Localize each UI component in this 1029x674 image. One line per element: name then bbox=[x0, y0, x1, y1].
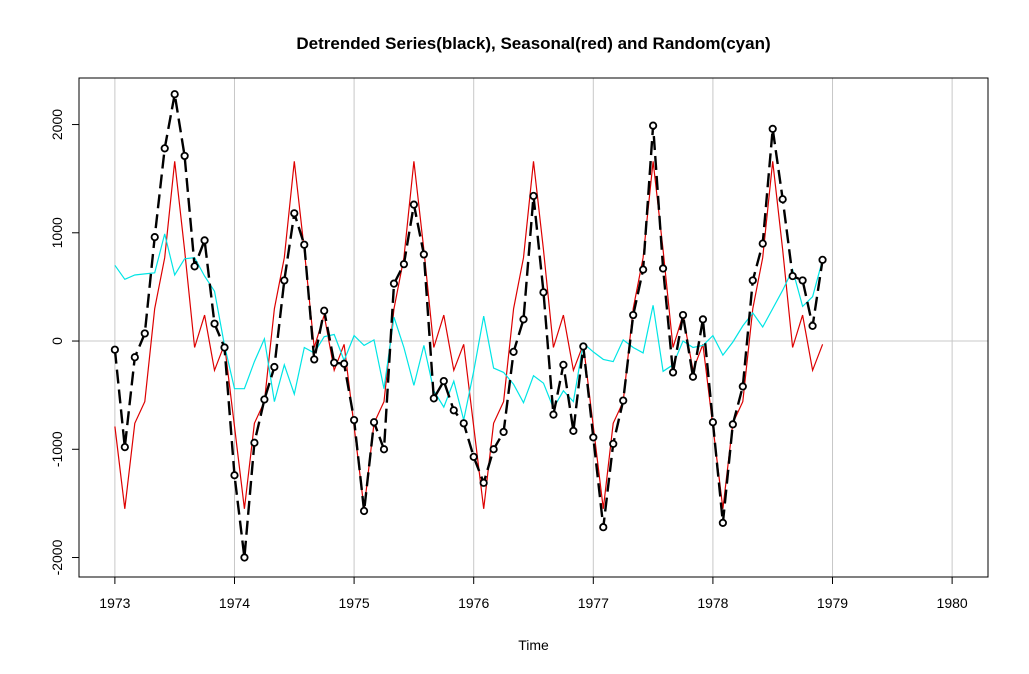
x-tick-label: 1976 bbox=[458, 595, 489, 611]
detrended-point bbox=[808, 321, 817, 330]
detrended-point bbox=[718, 518, 727, 527]
y-tick-label: 2000 bbox=[49, 109, 65, 140]
chart-title: Detrended Series(black), Seasonal(red) a… bbox=[296, 34, 770, 53]
detrended-point bbox=[389, 279, 399, 288]
detrended-point bbox=[798, 276, 807, 285]
detrended-point bbox=[818, 255, 827, 264]
detrended-point bbox=[539, 288, 548, 297]
grid-lines bbox=[79, 78, 988, 577]
detrended-point bbox=[519, 315, 528, 324]
detrended-point bbox=[429, 394, 438, 403]
detrended-point bbox=[668, 368, 678, 377]
detrended-point bbox=[678, 310, 688, 320]
detrended-point bbox=[479, 478, 488, 487]
detrended-point bbox=[320, 306, 329, 315]
detrended-point bbox=[728, 420, 737, 429]
y-tick-label: 0 bbox=[49, 337, 65, 345]
detrended-point bbox=[459, 419, 468, 428]
detrended-point bbox=[778, 195, 787, 204]
detrended-point bbox=[748, 276, 757, 285]
detrended-point bbox=[290, 209, 299, 218]
detrended-point bbox=[708, 418, 718, 427]
detrended-point bbox=[589, 433, 598, 442]
detrended-point bbox=[230, 471, 239, 480]
y-tick-label: -2000 bbox=[49, 539, 65, 575]
detrended-point bbox=[300, 240, 309, 249]
detrended-point bbox=[649, 121, 658, 130]
x-tick-label: 1975 bbox=[339, 595, 370, 611]
detrended-point bbox=[469, 452, 478, 461]
detrended-point bbox=[140, 329, 149, 338]
detrended-point bbox=[549, 410, 558, 419]
detrended-point bbox=[499, 427, 508, 437]
detrended-point bbox=[449, 406, 458, 415]
detrended-point bbox=[280, 276, 289, 285]
detrended-point bbox=[579, 342, 588, 351]
detrended-point bbox=[688, 372, 698, 381]
detrended-point bbox=[210, 319, 219, 328]
detrended-point bbox=[768, 124, 777, 133]
detrended-point bbox=[359, 506, 369, 516]
detrended-point bbox=[379, 445, 389, 454]
detrended-point bbox=[190, 262, 199, 271]
detrended-point bbox=[629, 310, 638, 320]
y-tick-label: -1000 bbox=[49, 431, 65, 467]
detrended-point bbox=[340, 359, 349, 368]
detrended-point bbox=[369, 418, 379, 427]
detrended-point bbox=[120, 443, 129, 452]
detrended-point bbox=[240, 553, 249, 562]
detrended-point bbox=[419, 250, 428, 259]
detrended-point bbox=[439, 376, 448, 386]
detrended-point bbox=[409, 200, 418, 209]
detrended-point bbox=[639, 265, 648, 274]
detrended-point bbox=[180, 151, 189, 161]
detrended-point bbox=[529, 191, 538, 201]
y-tick-label: 1000 bbox=[49, 217, 65, 248]
detrended-point bbox=[758, 239, 767, 248]
detrended-point bbox=[658, 264, 668, 273]
detrended-point bbox=[330, 358, 339, 367]
detrended-point bbox=[220, 343, 229, 352]
detrended-point bbox=[738, 382, 747, 391]
series-layer bbox=[110, 90, 827, 562]
detrended-point bbox=[150, 233, 159, 242]
detrended-point bbox=[270, 362, 279, 372]
x-tick-label: 1978 bbox=[697, 595, 728, 611]
x-axis-label: Time bbox=[518, 637, 549, 653]
detrended-point bbox=[619, 396, 628, 405]
detrended-point bbox=[788, 271, 797, 281]
detrended-point bbox=[489, 445, 498, 454]
detrended-point bbox=[160, 144, 169, 153]
detrended-point bbox=[110, 345, 119, 354]
detrended-point bbox=[130, 353, 139, 362]
detrended-point bbox=[250, 438, 259, 447]
detrended-point bbox=[509, 347, 518, 356]
detrended-point bbox=[170, 90, 179, 99]
x-tick-label: 1974 bbox=[219, 595, 250, 611]
seasonal-series-line bbox=[114, 161, 824, 509]
detrended-point bbox=[599, 523, 608, 532]
x-tick-label: 1977 bbox=[578, 595, 609, 611]
detrended-point bbox=[559, 360, 568, 369]
detrended-point bbox=[310, 355, 319, 364]
x-tick-label: 1979 bbox=[817, 595, 848, 611]
random-series-line bbox=[114, 233, 824, 421]
detrended-point bbox=[260, 395, 269, 404]
detrended-point bbox=[569, 426, 578, 435]
detrended-point bbox=[200, 236, 209, 245]
x-tick-label: 1973 bbox=[99, 595, 130, 611]
detrended-point bbox=[609, 439, 618, 448]
axes: 1973 1974 1975 1976 1977 1978 1979 1980 -2000 -10… bbox=[49, 109, 968, 611]
detrended-point bbox=[399, 260, 409, 269]
detrended-point bbox=[349, 415, 359, 425]
detrended-series-line bbox=[113, 93, 824, 558]
x-tick-label: 1980 bbox=[937, 595, 968, 611]
detrended-point bbox=[698, 315, 708, 324]
